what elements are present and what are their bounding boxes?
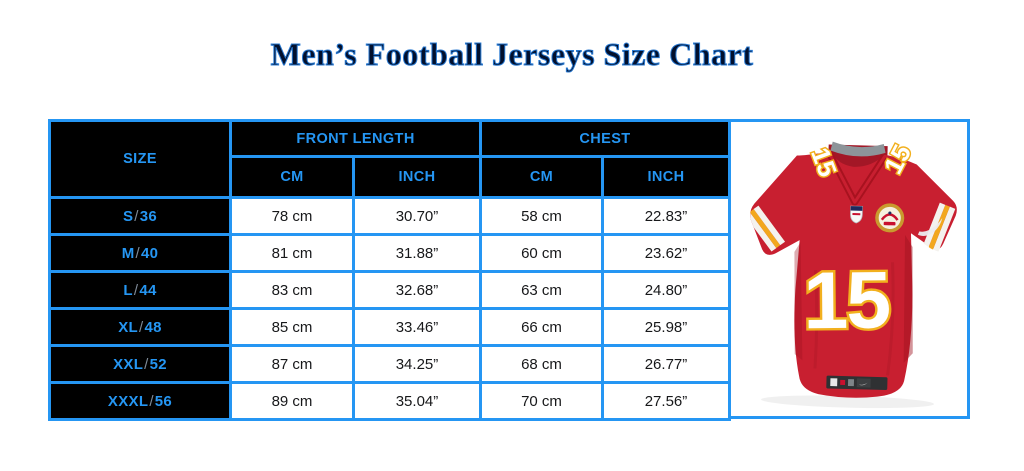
size-number: 48 <box>144 318 162 336</box>
front-length-inch-cell: 32.68” <box>352 270 482 310</box>
size-separator: / <box>139 318 144 336</box>
column-header-front-inch: INCH <box>352 155 482 199</box>
table-row: L/44 83 cm 32.68” 63 cm 24.80” <box>48 270 731 310</box>
size-label-cell: S/36 <box>48 196 232 236</box>
size-label-cell: L/44 <box>48 270 232 310</box>
size-number: 52 <box>149 355 167 373</box>
size-number: 44 <box>139 281 157 299</box>
size-name: XL <box>118 318 138 336</box>
football-jersey-illustration: 15 15 15 <box>749 139 957 409</box>
table-row: M/40 81 cm 31.88” 60 cm 23.62” <box>48 233 731 273</box>
table-row: XXXL/56 89 cm 35.04” 70 cm 27.56” <box>48 381 731 421</box>
size-label-cell: XXXL/56 <box>48 381 232 421</box>
size-label-cell: M/40 <box>48 233 232 273</box>
chest-cm-cell: 60 cm <box>479 233 604 273</box>
jock-tag <box>826 375 888 390</box>
column-header-front-cm: CM <box>229 155 355 199</box>
front-length-inch-cell: 34.25” <box>352 344 482 384</box>
size-number: 36 <box>139 207 158 225</box>
jersey-side-mesh-left <box>794 242 803 361</box>
chest-cm-cell: 66 cm <box>479 307 604 347</box>
size-name: XXXL <box>107 392 149 410</box>
page-title: Men’s Football Jerseys Size Chart <box>270 36 754 73</box>
chest-inch-cell: 23.62” <box>601 233 731 273</box>
jersey-left-sleeve-stripes <box>749 205 786 252</box>
front-length-cm-cell: 87 cm <box>229 344 355 384</box>
column-header-chest: CHEST <box>479 119 731 158</box>
size-separator: / <box>133 281 139 299</box>
jersey-right-sleeve-stripes <box>922 202 956 252</box>
size-separator: / <box>134 207 139 225</box>
size-number: 56 <box>154 392 173 410</box>
column-header-front-length: FRONT LENGTH <box>229 119 482 158</box>
size-label-cell: XL/48 <box>48 307 232 347</box>
chest-inch-cell: 25.98” <box>601 307 731 347</box>
jersey-chest-number: 15 <box>803 256 890 347</box>
nfl-shield-icon <box>850 205 863 224</box>
size-number: 40 <box>140 244 159 262</box>
table-row: S/36 78 cm 30.70” 58 cm 22.83” <box>48 196 731 236</box>
chest-cm-cell: 58 cm <box>479 196 604 236</box>
chest-cm-cell: 70 cm <box>479 381 604 421</box>
size-separator: / <box>144 355 149 373</box>
jersey-fold <box>886 262 895 376</box>
column-header-chest-cm: CM <box>479 155 604 199</box>
jersey-side-mesh-right <box>903 235 913 363</box>
front-length-inch-cell: 35.04” <box>352 381 482 421</box>
chest-inch-cell: 22.83” <box>601 196 731 236</box>
front-length-inch-cell: 31.88” <box>352 233 482 273</box>
jersey-vneck-trim-inner <box>828 152 886 204</box>
jersey-inner-collar <box>830 141 886 157</box>
table-row: XXL/52 87 cm 34.25” 68 cm 26.77” <box>48 344 731 384</box>
front-length-cm-cell: 83 cm <box>229 270 355 310</box>
table-row: XL/48 85 cm 33.46” 66 cm 25.98” <box>48 307 731 347</box>
front-length-inch-cell: 30.70” <box>352 196 482 236</box>
size-name: S <box>122 207 134 225</box>
jersey-body <box>750 151 957 398</box>
swoosh-icon <box>917 218 943 236</box>
jersey-product-image: 15 15 15 <box>731 119 970 419</box>
team-patch-icon <box>875 203 905 233</box>
chest-cm-cell: 63 cm <box>479 270 604 310</box>
chest-inch-cell: 24.80” <box>601 270 731 310</box>
column-header-size: SIZE <box>48 119 232 199</box>
size-label-cell: XXL/52 <box>48 344 232 384</box>
front-length-cm-cell: 78 cm <box>229 196 355 236</box>
jersey-shadow <box>761 395 935 409</box>
size-name: L <box>123 281 133 299</box>
size-name: XXL <box>113 355 144 373</box>
chest-cm-cell: 68 cm <box>479 344 604 384</box>
size-separator: / <box>135 244 140 262</box>
front-length-cm-cell: 89 cm <box>229 381 355 421</box>
size-separator: / <box>149 392 154 410</box>
front-length-cm-cell: 85 cm <box>229 307 355 347</box>
size-chart-table: SIZE FRONT LENGTH CHEST CM INCH CM INCH … <box>48 119 731 421</box>
front-length-inch-cell: 33.46” <box>352 307 482 347</box>
size-chart-container: SIZE FRONT LENGTH CHEST CM INCH CM INCH … <box>48 119 970 421</box>
chest-inch-cell: 26.77” <box>601 344 731 384</box>
jersey-fold <box>813 270 819 369</box>
front-length-cm-cell: 81 cm <box>229 233 355 273</box>
column-header-chest-inch: INCH <box>601 155 731 199</box>
size-name: M <box>121 244 135 262</box>
chest-inch-cell: 27.56” <box>601 381 731 421</box>
